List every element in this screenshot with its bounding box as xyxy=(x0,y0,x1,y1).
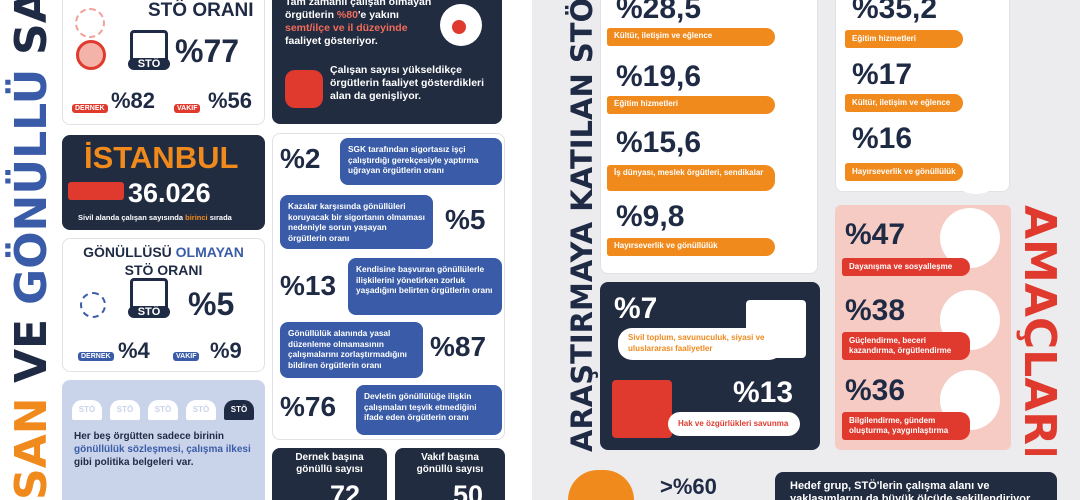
value: %87 xyxy=(430,331,487,362)
title: İSTANBUL xyxy=(84,140,239,175)
icon-label: STÖ xyxy=(128,58,170,70)
text-part: gibi politika belgeleri var. xyxy=(74,457,194,468)
value: %5 xyxy=(188,286,235,322)
text: Her beş örgütten sadece birinin gönüllül… xyxy=(74,430,260,469)
label: VAKIF xyxy=(174,104,201,113)
caption: Sivil alanda çalışan sayısında birinci s… xyxy=(78,213,232,222)
value: %17 xyxy=(852,58,913,91)
dernek-card xyxy=(272,448,387,500)
text-part: SAYILAR xyxy=(6,0,57,55)
value: 72 xyxy=(330,480,361,500)
text-part: sırada xyxy=(207,213,232,222)
text-part: GÖNÜLLÜSÜ xyxy=(83,244,176,260)
text-box: Kazalar karşısında gönüllüleri koruyacak… xyxy=(280,195,433,249)
label-bar: Kültür, iletişim ve eğlence xyxy=(607,28,775,46)
value: %19,6 xyxy=(616,60,702,93)
icon xyxy=(80,292,106,318)
label: DERNEK xyxy=(78,352,114,361)
value: %15,6 xyxy=(616,126,702,159)
value: 50 xyxy=(453,480,484,500)
label-bar: Hayırseverlik ve gönüllülük xyxy=(607,238,775,256)
value: %38 xyxy=(845,294,906,327)
value: %47 xyxy=(845,218,906,251)
icon-label: STÖ xyxy=(110,400,140,420)
label-bar: Bilgilendirme, gündem oluşturma, yaygınl… xyxy=(842,412,970,440)
text-part: birinci xyxy=(185,213,208,222)
label-bar: Dayanışma ve sosyalleşme xyxy=(842,258,970,276)
value: %36 xyxy=(845,374,906,407)
text-box: SGK tarafından sigortasız işçi çalıştırd… xyxy=(340,138,502,185)
vertical-title: ARAŞTIRMAYA KATILAN STÖ' xyxy=(565,0,599,452)
text-part: 'e yakını xyxy=(357,9,399,21)
label-bar: Güçlendirme, beceri kazandırma, örgütlen… xyxy=(842,332,970,360)
text-part: GÖNÜLLÜ xyxy=(6,69,57,306)
text-part: OLMAYAN xyxy=(175,244,244,260)
value: %77 xyxy=(175,33,240,69)
value: %28,5 xyxy=(616,0,702,25)
label-bar: Eğitim hizmetleri xyxy=(845,30,963,48)
title: STÖ ORANI xyxy=(124,262,203,278)
value: %82 xyxy=(111,88,156,113)
icon-label: STÖ xyxy=(148,400,178,420)
label: Dernek başına gönüllü sayısı xyxy=(295,452,364,475)
label: Vakıf başına gönüllü sayısı xyxy=(416,452,484,475)
label-box: Sivil toplum, savunuculuk, siyasi ve ulu… xyxy=(618,328,783,360)
bottom-card xyxy=(775,472,1057,500)
value: %13 xyxy=(280,270,337,301)
vakif-card xyxy=(395,448,505,500)
value: %9,8 xyxy=(616,200,685,233)
value: %7 xyxy=(614,292,658,325)
icon-label: STÖ xyxy=(72,400,102,420)
value: %35,2 xyxy=(852,0,938,25)
text-box: Gönüllülük alanında yasal düzenleme olma… xyxy=(280,322,423,378)
icon xyxy=(285,70,323,108)
value: %56 xyxy=(208,88,253,113)
value: >%60 xyxy=(660,474,717,499)
text: Çalışan sayısı yükseldikçe örgütlerin fa… xyxy=(330,64,485,102)
value: %4 xyxy=(118,338,150,363)
text-part: SAN xyxy=(6,397,57,500)
text-part: %80 xyxy=(336,9,358,21)
icon xyxy=(452,20,466,34)
title: GÖNÜLLÜSÜ OLMAYAN xyxy=(62,244,265,260)
text-part: Sivil alanda çalışan sayısında xyxy=(78,213,186,222)
text-part: VE xyxy=(6,319,57,384)
icon xyxy=(68,182,124,200)
side-title: SAN VE GÖNÜLLÜ SAYILAR xyxy=(4,0,60,500)
text-part: faaliyet gösteriyor. xyxy=(285,35,378,47)
value: %5 xyxy=(445,204,486,235)
value: %76 xyxy=(280,391,337,422)
value: %9 xyxy=(210,338,242,363)
label-bar: İş dünyası, meslek örgütleri, sendikalar xyxy=(607,165,775,191)
label-bar: Hayırseverlik ve gönüllülük xyxy=(845,163,963,181)
icon-label: STÖ xyxy=(224,400,254,420)
text: Tam zamanlı çalışan olmayan örgütlerin %… xyxy=(285,0,440,48)
vertical-title: AMAÇLARI xyxy=(1014,205,1064,455)
value: %2 xyxy=(280,143,321,174)
label-bar: Kültür, iletişim ve eğlence xyxy=(845,94,963,112)
text-box: Devletin gönüllülüğe ilişkin çalışmaları… xyxy=(356,385,502,435)
text: Hedef grup, STÖ'lerin çalışma alanı ve y… xyxy=(790,480,1033,500)
text-part: Her beş örgütten sadece birinin xyxy=(74,431,225,442)
text-part: Tam zamanlı çalışan olmayan örgütlerin xyxy=(285,0,432,21)
icon xyxy=(75,8,105,38)
icon xyxy=(76,40,106,70)
text-part: gönüllülük sözleşmesi, çalışma ilkesi xyxy=(74,444,251,455)
label-bar: Eğitim hizmetleri xyxy=(607,96,775,114)
value: %16 xyxy=(852,122,913,155)
value: %13 xyxy=(733,376,794,409)
label-box: Hak ve özgürlükleri savunma xyxy=(668,412,800,436)
label: VAKIF xyxy=(173,352,200,361)
label: DERNEK xyxy=(72,104,108,113)
icon xyxy=(612,380,672,438)
text-part: semt/ilçe ve il düzeyinde xyxy=(285,22,408,34)
title: STÖ ORANI xyxy=(148,0,254,21)
icon-label: STÖ xyxy=(186,400,216,420)
icon-label: STÖ xyxy=(128,306,170,318)
text-box: Kendisine başvuran gönüllülerle ilişkile… xyxy=(348,258,502,315)
value: 36.026 xyxy=(128,178,211,208)
